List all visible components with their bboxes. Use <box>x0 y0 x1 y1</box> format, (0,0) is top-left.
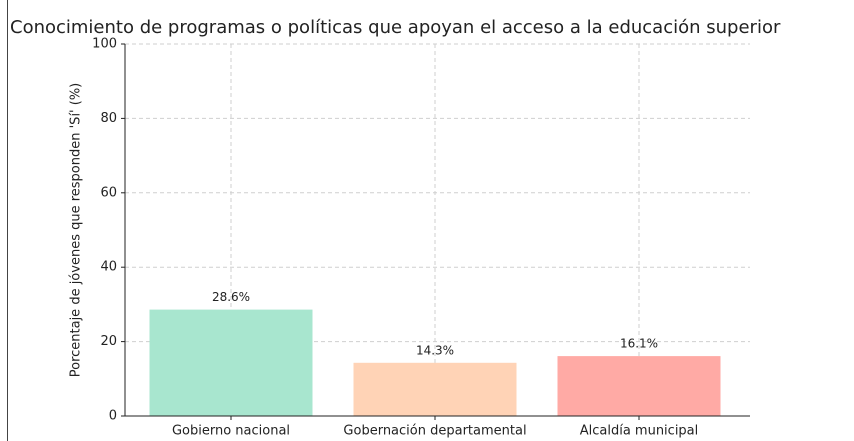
y-axis-label: Porcentaje de jóvenes que responden 'Sí'… <box>69 83 84 378</box>
x-tick-label: Gobernación departamental <box>343 424 526 439</box>
y-tick-label: 20 <box>100 334 117 349</box>
y-tick-label: 80 <box>100 111 117 126</box>
x-tick-label: Alcaldía municipal <box>580 424 699 439</box>
y-tick-label: 40 <box>100 260 117 275</box>
y-tick-label: 60 <box>100 185 117 200</box>
value-label: 14.3% <box>416 343 454 357</box>
value-label: 16.1% <box>620 337 658 351</box>
x-tick-label: Gobierno nacional <box>172 424 290 439</box>
bar <box>149 309 313 416</box>
bar <box>557 356 721 416</box>
value-label: 28.6% <box>212 290 250 304</box>
y-tick-label: 100 <box>92 37 117 52</box>
bar <box>353 362 517 416</box>
chart-title: Conocimiento de programas o políticas qu… <box>10 17 781 38</box>
y-tick-label: 0 <box>109 409 117 424</box>
